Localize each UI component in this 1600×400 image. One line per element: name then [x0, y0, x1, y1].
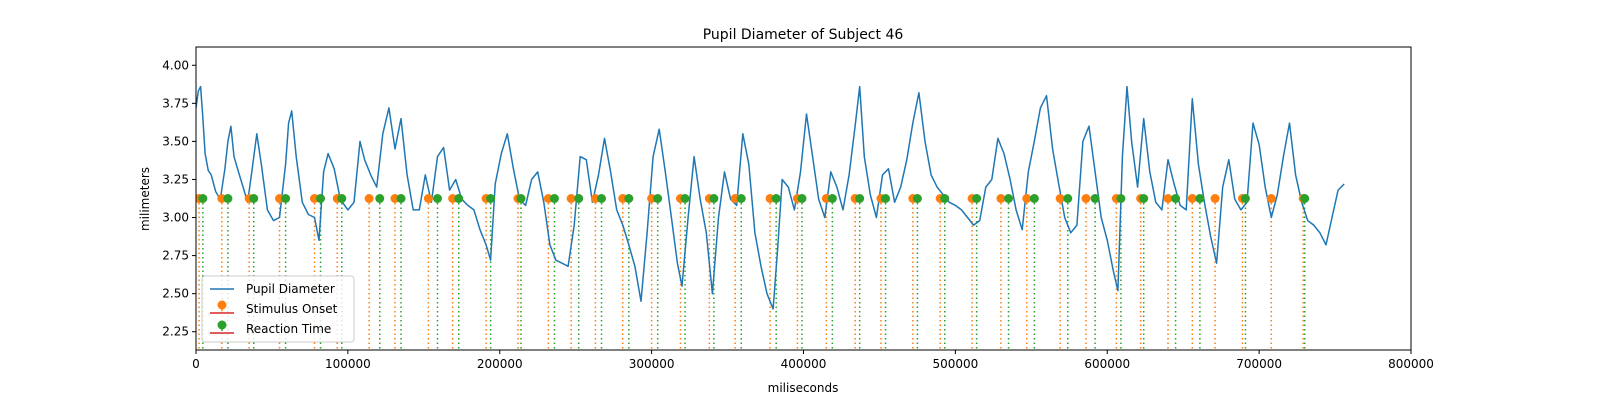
stimulus-onset-marker [364, 194, 374, 203]
reaction-time-marker [827, 194, 837, 203]
reaction-time-marker [432, 194, 442, 203]
chart-title: Pupil Diameter of Subject 46 [703, 27, 904, 43]
reaction-time-marker [549, 194, 559, 203]
stimulus-onset-marker [1187, 194, 1197, 203]
reaction-time-marker [198, 194, 208, 203]
reaction-time-marker [771, 194, 781, 203]
reaction-time-marker [223, 194, 233, 203]
reaction-time-marker [1029, 194, 1039, 203]
reaction-time-marker [653, 194, 663, 203]
pupil-diameter-line [196, 85, 1345, 310]
stimulus-onset-marker [1210, 194, 1220, 203]
plot-area [196, 85, 1345, 350]
reaction-time-marker [316, 194, 326, 203]
reaction-time-marker [797, 194, 807, 203]
stimulus-onset-marker [1163, 194, 1173, 203]
y-tick-label: 3.50 [162, 134, 189, 148]
stimulus-onset-marker [996, 194, 1006, 203]
reaction-time-marker [912, 194, 922, 203]
reaction-time-marker [1195, 194, 1205, 203]
legend: Pupil Diameter Stimulus Onset Reaction Tim… [201, 275, 355, 343]
reaction-time-marker [736, 194, 746, 203]
stimulus-onset-marker [1055, 194, 1065, 203]
reaction-time-marker [574, 194, 584, 203]
reaction-time-marker [709, 194, 719, 203]
stimulus-onset-marker [1081, 194, 1091, 203]
reaction-time-marker [1139, 194, 1149, 203]
y-tick-label: 3.75 [162, 96, 189, 110]
reaction-time-marker [516, 194, 526, 203]
reaction-time-marker [396, 194, 406, 203]
stimulus-onset-marker [566, 194, 576, 203]
reaction-time-marker [1063, 194, 1073, 203]
reaction-time-marker [597, 194, 607, 203]
x-tick-label: 600000 [1084, 357, 1130, 371]
x-tick-label: 800000 [1388, 357, 1434, 371]
x-tick-label: 0 [192, 357, 200, 371]
x-tick-label: 700000 [1236, 357, 1282, 371]
legend-box [201, 275, 355, 343]
y-tick-label: 2.75 [162, 249, 189, 263]
reaction-time-marker [1171, 194, 1181, 203]
reaction-time-marker [1004, 194, 1014, 203]
reaction-time-marker [375, 194, 385, 203]
stimulus-onset-marker [1022, 194, 1032, 203]
reaction-time-marker [881, 194, 891, 203]
legend-reaction-label: Reaction Time [246, 322, 331, 336]
stimulus-onset-marker [423, 194, 433, 203]
legend-pupil-label: Pupil Diameter [246, 282, 335, 296]
reaction-time-marker [624, 194, 634, 203]
reaction-time-marker [486, 194, 496, 203]
reaction-time-marker [680, 194, 690, 203]
axes: 0 100000 200000 300000 400000 500000 600000 700… [162, 46, 1434, 371]
plot-content [196, 85, 1345, 350]
y-axis-label: milimeters [138, 167, 152, 231]
reaction-time-marker [1240, 194, 1250, 203]
reaction-time-marker [1090, 194, 1100, 203]
reaction-time-marker [1116, 194, 1126, 203]
reaction-time-marker [940, 194, 950, 203]
x-tick-label: 200000 [477, 357, 523, 371]
x-axis-label: miliseconds [768, 381, 839, 395]
x-tick-label: 300000 [629, 357, 675, 371]
y-tick-label: 3.00 [162, 211, 189, 225]
legend-stimulus-marker-swatch [217, 300, 227, 310]
reaction-time-marker [337, 194, 347, 203]
reaction-time-marker [454, 194, 464, 203]
reaction-time-marker [855, 194, 865, 203]
reaction-time-marker [281, 194, 291, 203]
stimulus-onset-marker [1266, 194, 1276, 203]
y-tick-label: 2.50 [162, 287, 189, 301]
reaction-time-marker [972, 194, 982, 203]
y-tick-label: 4.00 [162, 58, 189, 72]
reaction-time-marker [1300, 194, 1310, 203]
legend-stimulus-label: Stimulus Onset [246, 302, 338, 316]
y-tick-label: 2.25 [162, 325, 189, 339]
y-tick-label: 3.25 [162, 172, 189, 186]
x-tick-label: 400000 [781, 357, 827, 371]
x-tick-label: 500000 [932, 357, 978, 371]
x-tick-label: 100000 [325, 357, 371, 371]
reaction-time-marker [249, 194, 259, 203]
legend-reaction-marker-swatch [217, 320, 227, 330]
